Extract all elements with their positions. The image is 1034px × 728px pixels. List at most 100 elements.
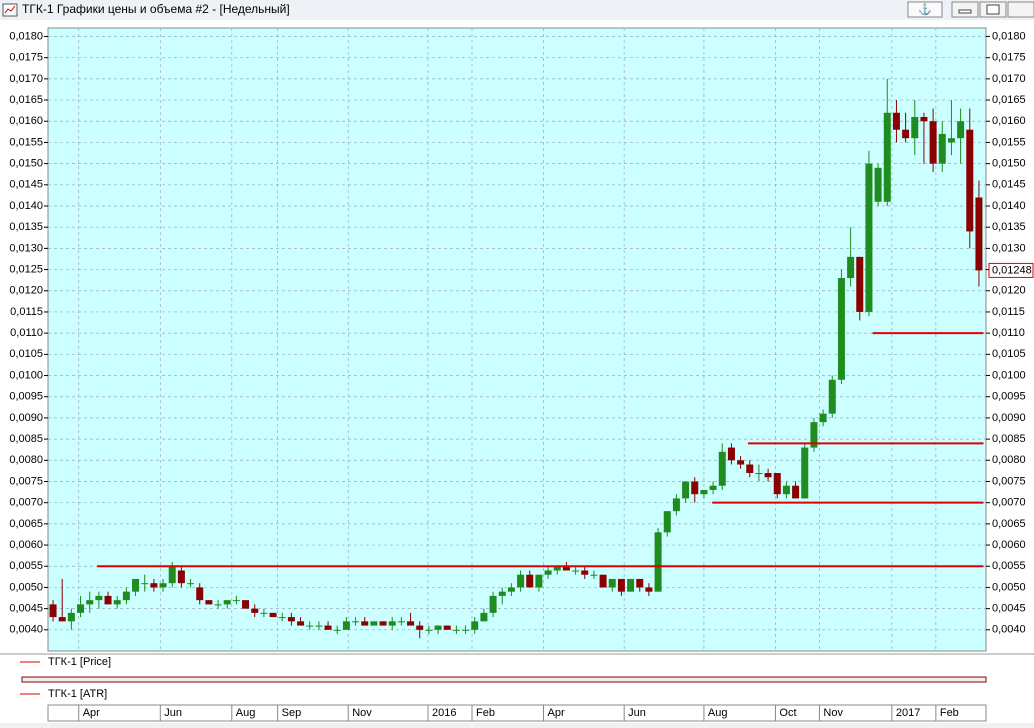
x-tick-label: Jun	[164, 707, 182, 719]
candle-body	[214, 604, 222, 606]
y-tick-label-right: 0,0080	[992, 454, 1026, 466]
candle-body	[517, 574, 525, 588]
y-tick-label-right: 0,0145	[992, 179, 1026, 191]
x-tick-label: Feb	[940, 707, 959, 719]
candle-body	[957, 121, 965, 139]
candle-body	[122, 591, 130, 601]
candle-body	[278, 617, 286, 619]
candle-body	[251, 608, 259, 613]
candle-body	[663, 511, 671, 533]
candle-body	[260, 612, 268, 614]
candle-body	[627, 578, 635, 592]
candle-body	[388, 621, 396, 626]
candle-body	[361, 621, 369, 626]
last-price-box	[988, 262, 1034, 278]
y-tick-label: 0,0145	[9, 179, 43, 191]
candle-body	[782, 485, 790, 495]
candle-body	[911, 117, 919, 139]
y-tick-label-right: 0,0150	[992, 158, 1026, 170]
x-tick-label: Jun	[628, 707, 646, 719]
y-tick-label-right: 0,0095	[992, 391, 1026, 403]
y-tick-label: 0,0050	[9, 581, 43, 593]
candle-body	[196, 587, 204, 601]
candle-body	[150, 583, 158, 588]
candle-body	[352, 621, 360, 623]
close-button[interactable]	[1007, 1, 1034, 18]
y-tick-label-right: 0,0100	[992, 369, 1026, 381]
candle-body	[883, 112, 891, 202]
candle-body	[462, 629, 470, 631]
candle-body	[232, 600, 240, 602]
x-tick-label: Nov	[352, 707, 372, 719]
candle-body	[306, 625, 314, 627]
title-bar	[0, 0, 1034, 20]
y-tick-label: 0,0075	[9, 475, 43, 487]
candle-body	[819, 413, 827, 423]
candle-body	[86, 600, 94, 605]
legend-price: ТГК-1 [Price]	[48, 656, 111, 668]
candle-body	[938, 133, 946, 164]
candle-body	[132, 578, 140, 592]
y-tick-label: 0,0175	[9, 52, 43, 64]
candle-body	[159, 583, 167, 588]
y-tick-label: 0,0170	[9, 73, 43, 85]
y-tick-label: 0,0140	[9, 200, 43, 212]
candle-body	[874, 167, 882, 202]
candle-body	[77, 604, 85, 613]
candle-body	[324, 625, 332, 630]
candle-body	[526, 574, 534, 588]
y-tick-label-right: 0,0110	[992, 327, 1025, 339]
candle-body	[58, 617, 66, 622]
candle-body	[269, 612, 277, 618]
candle-body	[562, 566, 570, 571]
x-tick-label: 2017	[896, 707, 920, 719]
candle-body	[553, 566, 561, 571]
y-tick-label: 0,0105	[9, 348, 43, 360]
candle-body	[737, 460, 745, 465]
y-tick-label: 0,0060	[9, 539, 43, 551]
legend-atr: ТГК-1 [ATR]	[48, 688, 107, 700]
candle-body	[617, 578, 625, 592]
y-tick-label-right: 0,0075	[992, 475, 1026, 487]
candle-body	[223, 600, 231, 605]
window-icon-graph	[4, 5, 16, 14]
y-tick-label-right: 0,0140	[992, 200, 1026, 212]
candle-body	[187, 583, 195, 585]
candle-body	[682, 481, 690, 499]
candle-body	[810, 422, 818, 448]
candle-body	[718, 451, 726, 486]
candle-body	[902, 129, 910, 139]
candle-body	[315, 625, 323, 627]
candle-body	[572, 570, 580, 572]
candle-body	[287, 617, 295, 622]
y-tick-label-right: 0,0050	[992, 581, 1026, 593]
y-tick-label-right: 0,0040	[992, 624, 1026, 636]
y-tick-label: 0,0055	[9, 560, 43, 572]
candle-body	[764, 473, 772, 478]
y-tick-label-right: 0,0055	[992, 560, 1026, 572]
x-tick-label: Aug	[708, 707, 728, 719]
x-tick-label: Apr	[547, 707, 564, 719]
candle-body	[49, 604, 57, 618]
candle-body	[297, 621, 305, 626]
y-tick-label-right: 0,0165	[992, 94, 1026, 106]
pin-button[interactable]	[907, 1, 943, 18]
candle-body	[746, 464, 754, 473]
candle-body	[581, 570, 589, 575]
x-tick-label: Sep	[282, 707, 302, 719]
candle-body	[370, 621, 378, 626]
candle-body	[856, 256, 864, 312]
candle-body	[608, 578, 616, 588]
x-tick-label: Feb	[476, 707, 495, 719]
y-tick-label-right: 0,0065	[992, 518, 1026, 530]
candle-body	[168, 566, 176, 584]
candle-body	[865, 163, 873, 312]
candle-body	[847, 256, 855, 279]
x-tick-label: Aug	[236, 707, 256, 719]
y-tick-label-right: 0,0090	[992, 412, 1026, 424]
candle-body	[645, 587, 653, 592]
x-tick-label: Apr	[83, 707, 100, 719]
candle-body	[498, 591, 506, 596]
